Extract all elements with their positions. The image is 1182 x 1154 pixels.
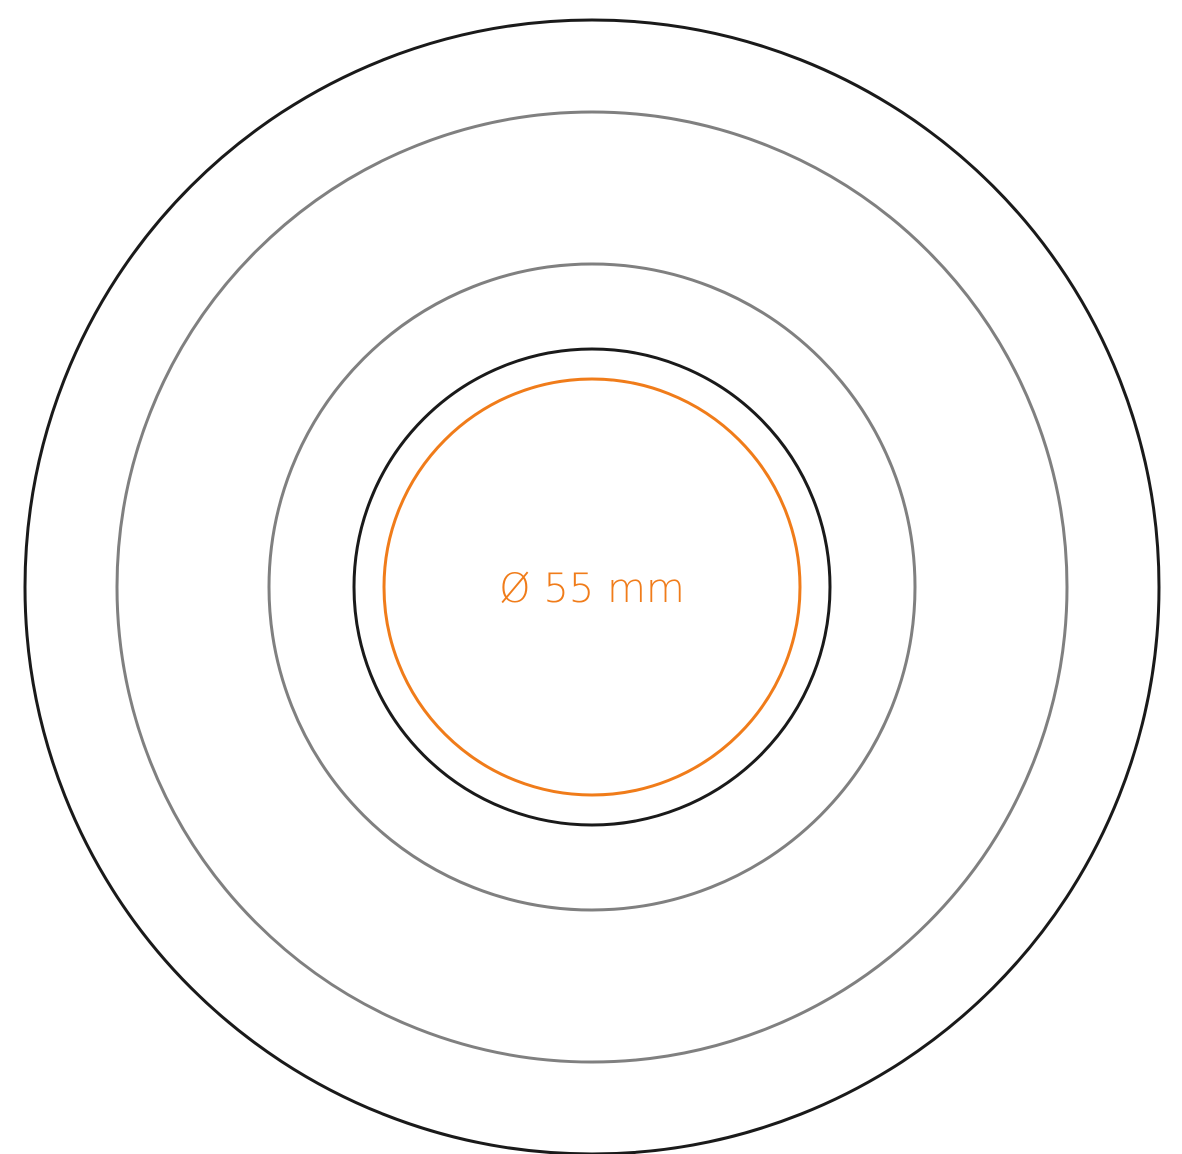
diameter-label: Ø 55 mm [499, 566, 685, 612]
orange-55mm-ring [382, 377, 802, 797]
large-gray-ring [115, 110, 1069, 1064]
inner-black-ring [352, 347, 832, 827]
mid-gray-ring [267, 262, 917, 912]
outer-ring [23, 18, 1161, 1154]
